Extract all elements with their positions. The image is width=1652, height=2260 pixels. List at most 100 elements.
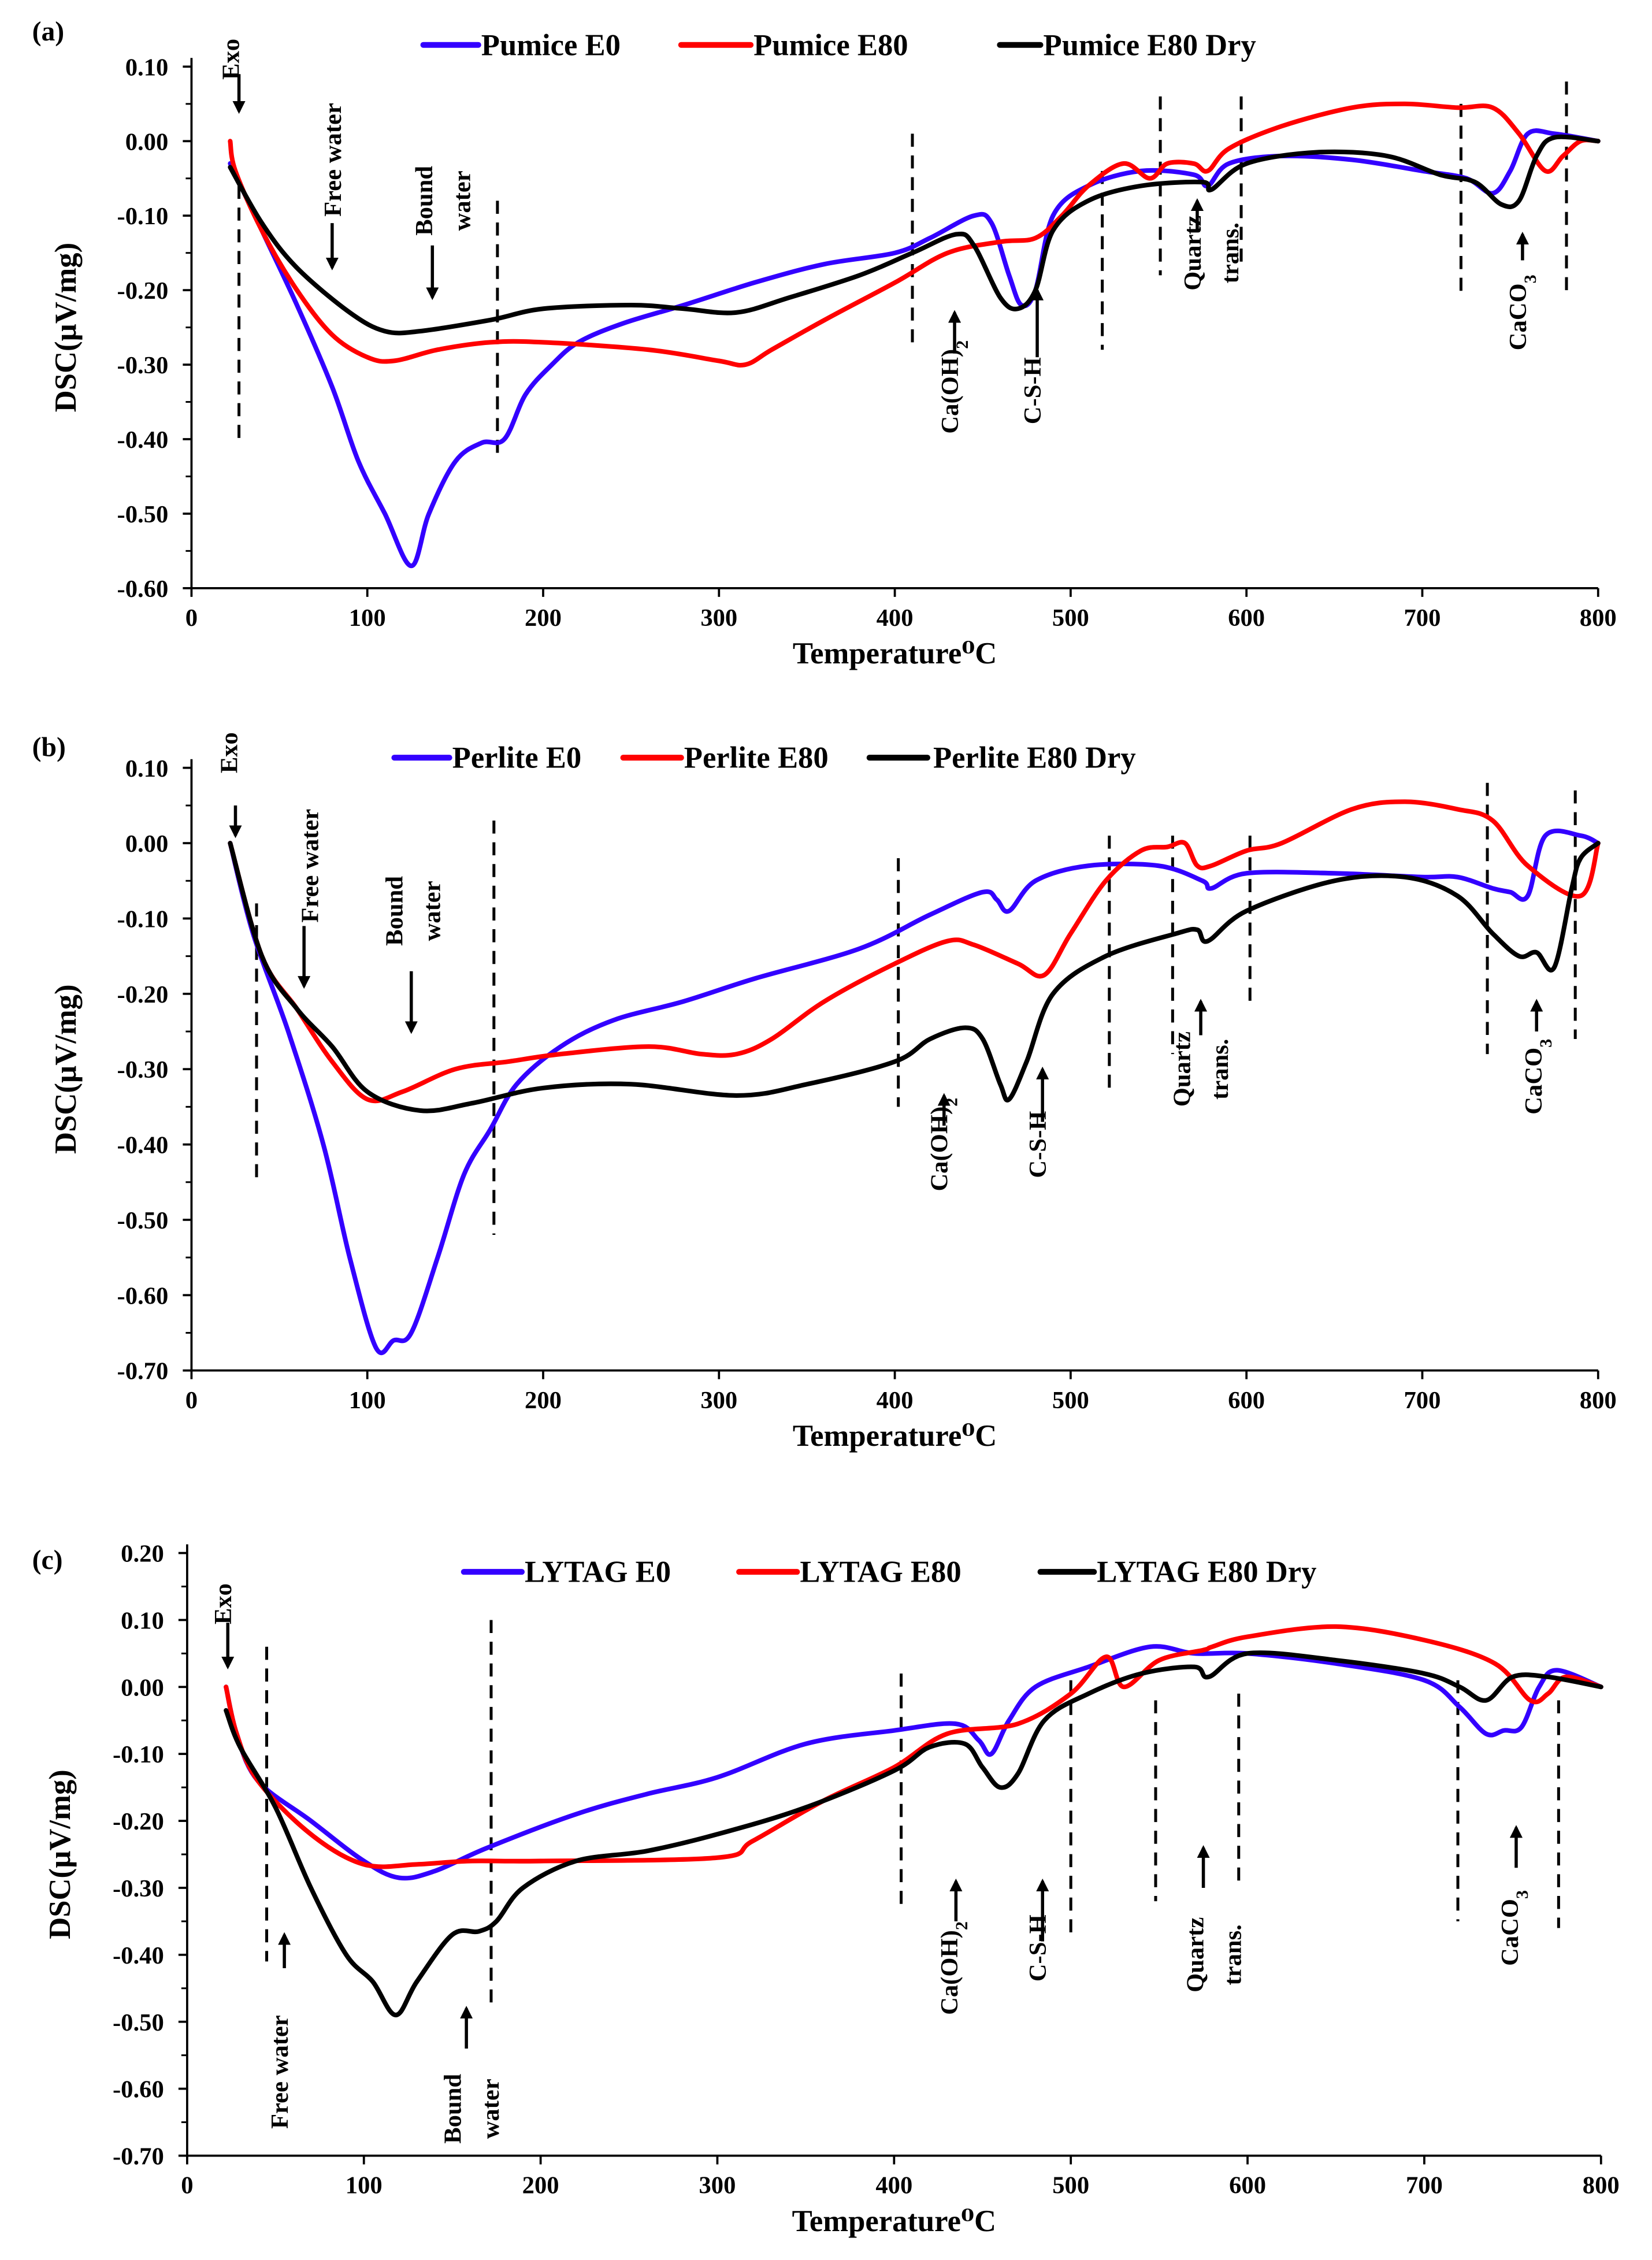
annotation-text: C-S-H [1019, 357, 1046, 424]
annotation-label: Quartz [1169, 1031, 1196, 1107]
annotation-text: Ca(OH) [926, 1107, 953, 1192]
y-tick-label: -0.20 [117, 277, 169, 305]
annotation-label: Bound [440, 2074, 467, 2144]
annotation-text: Ca(OH) [937, 349, 964, 434]
legend-label: Perlite E80 Dry [933, 741, 1136, 775]
annotation-text: CaCO [1520, 1048, 1547, 1115]
annotation-text: CaCO [1497, 1899, 1524, 1966]
annotation-text: Free water [320, 103, 347, 217]
x-tick-label: 400 [875, 2172, 912, 2199]
chart-panel-c: (c) 0.20 0.10 0.00 -0.10 -0.20 -0.30 -0.40 -0.50… [32, 1541, 1620, 2238]
series-line-perlite-e80 [228, 799, 1601, 1104]
panel-label: (c) [32, 1545, 63, 1575]
y-tick-label: 0.00 [121, 1674, 164, 1701]
y-tick-label: 0.00 [125, 128, 169, 155]
annotation-text: Exo [216, 732, 243, 773]
legend-label: Pumice E80 Dry [1044, 28, 1256, 62]
x-tick-label: 700 [1404, 604, 1441, 632]
annotation-subscript: 2 [952, 340, 972, 349]
x-axis-label: Temperature⁰C [793, 637, 997, 670]
annotation-subscript: 3 [1536, 1039, 1556, 1048]
annotation-label: Exo [210, 1583, 237, 1624]
x-tick-label: 800 [1580, 1387, 1617, 1414]
legend-label: Pumice E0 [481, 28, 621, 62]
y-tick-label: -0.20 [117, 981, 169, 1008]
annotation-text: Bound [440, 2074, 467, 2144]
panel-label: (a) [32, 17, 65, 47]
annotation-subscript: 3 [1520, 274, 1540, 283]
x-tick-label: 600 [1228, 1387, 1265, 1414]
annotation-subscript: 2 [952, 1921, 971, 1930]
annotation-label: Quartz [1179, 216, 1206, 291]
annotation-text: C-S-H [1024, 1914, 1052, 1981]
x-tick-label: 0 [185, 604, 198, 632]
x-tick-label: 100 [349, 1387, 386, 1414]
chart-panel-b: (b) 0.10 0.00 -0.10 -0.20 -0.30 -0.40 -0.50 -0.6… [32, 732, 1617, 1453]
annotation-label: CaCO3 [1520, 1039, 1556, 1115]
annotation-label: CaCO3 [1497, 1890, 1532, 1966]
x-tick-label: 300 [700, 1387, 737, 1414]
x-tick-label: 300 [700, 604, 737, 632]
y-tick-label: -0.40 [117, 426, 169, 454]
annotation-label: Exo [216, 732, 243, 773]
y-tick-label: 0.10 [125, 54, 169, 81]
annotation-text: Exo [217, 39, 244, 80]
annotation-text: Ca(OH) [936, 1930, 963, 2015]
annotation-text: Free water [266, 2015, 294, 2129]
legend-label: Perlite E80 [684, 741, 829, 775]
legend-label: LYTAG E80 [800, 1556, 961, 1589]
annotation-text: Free water [296, 809, 324, 923]
annotation-label: Ca(OH)2 [937, 340, 972, 434]
y-axis-label: DSC(µV/mg) [43, 1769, 77, 1939]
annotation-text: Quartz [1182, 1917, 1209, 1992]
x-tick-label: 600 [1228, 604, 1265, 632]
series-line-perlite-e0 [228, 828, 1601, 1356]
x-tick-label: 400 [877, 1387, 914, 1414]
x-tick-label: 100 [346, 2172, 383, 2199]
annotation-text: C-S-H [1024, 1111, 1052, 1178]
x-tick-label: 800 [1583, 2172, 1620, 2199]
x-tick-label: 400 [877, 604, 914, 632]
annotation-text: trans. [1220, 1924, 1247, 1985]
annotation-text: water [419, 881, 446, 941]
y-tick-label: -0.50 [117, 501, 169, 528]
annotation-label: CaCO3 [1505, 274, 1540, 350]
y-tick-label: -0.30 [113, 1875, 164, 1902]
y-tick-label: -0.10 [117, 906, 169, 933]
y-tick-label: -0.60 [117, 576, 169, 603]
y-tick-label: -0.40 [113, 1942, 164, 1969]
series-line-pumice-e0 [228, 128, 1601, 569]
legend-label: Pumice E80 [753, 28, 908, 62]
panel-label: (b) [32, 733, 66, 763]
annotation-label: water [419, 881, 446, 941]
legend-label: LYTAG E0 [525, 1556, 671, 1589]
annotation-label: Free water [296, 809, 324, 923]
x-tick-label: 200 [522, 2172, 559, 2199]
annotation-label: trans. [1206, 1039, 1234, 1100]
x-tick-label: 500 [1052, 1387, 1089, 1414]
legend-label: LYTAG E80 Dry [1097, 1556, 1316, 1589]
y-tick-label: -0.70 [113, 2143, 164, 2170]
annotation-text: water [448, 170, 476, 231]
y-tick-label: -0.10 [113, 1741, 164, 1768]
annotation-text: CaCO [1505, 283, 1532, 350]
x-tick-label: 0 [181, 2172, 193, 2199]
series-line-lytag-e80 [224, 1624, 1603, 1869]
y-tick-label: 0.10 [125, 755, 169, 782]
annotation-label: Exo [217, 39, 244, 80]
annotation-text: water [477, 2079, 504, 2139]
y-tick-label: -0.60 [113, 2076, 164, 2103]
annotation-label: Bound [381, 876, 408, 946]
annotation-label: Quartz [1182, 1917, 1209, 1992]
annotation-label: trans. [1217, 222, 1244, 283]
x-tick-label: 0 [185, 1387, 198, 1414]
legend-label: Perlite E0 [452, 741, 582, 775]
x-axis-label: Temperature⁰C [792, 2205, 996, 2238]
y-tick-label: -0.50 [117, 1207, 169, 1234]
annotation-text: Exo [210, 1583, 237, 1624]
y-axis-label: DSC(µV/mg) [49, 243, 83, 412]
y-tick-label: -0.10 [117, 203, 169, 230]
x-tick-label: 100 [349, 604, 386, 632]
y-tick-label: 0.20 [121, 1541, 164, 1568]
